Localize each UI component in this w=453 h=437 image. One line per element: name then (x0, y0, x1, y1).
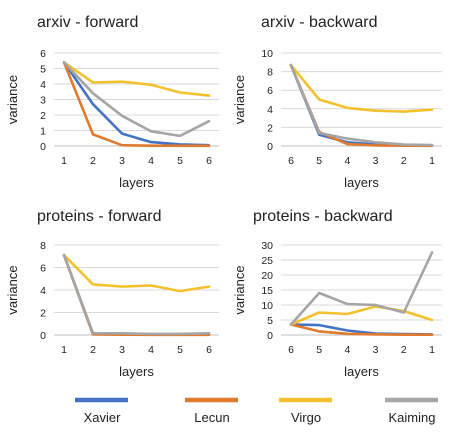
y-tick-label: 6 (267, 85, 273, 97)
x-tick-label: 5 (177, 155, 183, 167)
y-tick-label: 30 (261, 240, 273, 252)
x-tick-label: 2 (401, 344, 407, 356)
panel-proteins-backward: 0 5 10 15 20 25 30 6 5 4 3 2 1 layers variance (232, 240, 442, 379)
series-line-xavier-arxiv-backward (289, 63, 434, 147)
y-tick-label: 0 (40, 141, 46, 153)
y-axis-label: variance (232, 265, 247, 314)
series-line-xavier-proteins-forward (62, 253, 211, 336)
x-tick-label: 1 (61, 155, 67, 167)
x-tick-label: 2 (90, 155, 96, 167)
series-line-kaiming-proteins-forward (62, 253, 211, 336)
y-axis-label: variance (232, 75, 247, 124)
x-tick-label: 4 (344, 344, 350, 356)
y-tick-label: 2 (40, 308, 46, 320)
x-tick-label: 5 (316, 344, 322, 356)
x-tick-label: 1 (429, 344, 435, 356)
y-tick-label: 4 (267, 104, 273, 116)
y-tick-label: 8 (40, 240, 46, 252)
x-axis-label: layers (344, 364, 379, 379)
y-tick-label: 2 (40, 110, 46, 122)
legend-label-virgo: Virgo (291, 410, 321, 425)
x-tick-label: 4 (148, 155, 154, 167)
x-tick-label: 5 (316, 155, 322, 167)
chart-title-proteins-backward: proteins - backward (253, 208, 393, 225)
panel-proteins-forward: 0 2 4 6 8 1 2 3 4 5 6 layers variance (5, 240, 219, 379)
y-tick-label: 10 (261, 300, 273, 312)
series-line-lecun-proteins-backward (289, 323, 434, 337)
series-line-virgo-proteins-forward (62, 253, 211, 293)
y-tick-label: 6 (40, 263, 46, 275)
y-tick-label: 4 (40, 285, 46, 297)
x-tick-label: 3 (373, 155, 379, 167)
y-tick-label: 3 (40, 95, 46, 107)
legend-label-lecun: Lecun (194, 410, 229, 425)
series-line-virgo-proteins-backward (289, 305, 434, 326)
y-tick-label: 15 (261, 285, 273, 297)
y-axis-label: variance (5, 265, 20, 314)
x-tick-label: 2 (90, 344, 96, 356)
x-tick-label: 1 (429, 155, 435, 167)
y-tick-label: 4 (40, 79, 46, 91)
x-tick-label: 5 (177, 344, 183, 356)
series-line-virgo-arxiv-forward (62, 60, 211, 97)
x-tick-label: 4 (344, 155, 350, 167)
x-tick-label: 6 (206, 155, 212, 167)
y-tick-label: 1 (40, 126, 46, 138)
series-line-virgo-arxiv-backward (289, 63, 434, 113)
series-line-kaiming-proteins-backward (289, 251, 434, 326)
series-line-kaiming-arxiv-forward (62, 60, 211, 138)
legend: Xavier Lecun Virgo Kaiming (75, 397, 438, 425)
y-tick-label: 0 (267, 141, 273, 153)
y-tick-label: 10 (261, 48, 273, 60)
x-tick-label: 6 (288, 155, 294, 167)
x-tick-label: 1 (61, 344, 67, 356)
y-tick-label: 5 (267, 315, 273, 327)
x-tick-label: 3 (373, 344, 379, 356)
legend-label-xavier: Xavier (84, 410, 122, 425)
y-tick-label: 25 (261, 255, 273, 267)
panel-arxiv-backward: 0 2 4 6 8 10 6 5 4 3 2 1 layers variance (232, 48, 442, 190)
y-axis-label: variance (5, 75, 20, 124)
x-axis-label: layers (119, 175, 154, 190)
y-tick-label: 20 (261, 270, 273, 282)
y-tick-label: 6 (40, 48, 46, 60)
y-tick-label: 5 (40, 64, 46, 76)
series-line-lecun-arxiv-backward (289, 63, 434, 148)
series-line-kaiming-arxiv-backward (289, 63, 434, 147)
x-tick-label: 3 (119, 344, 125, 356)
x-tick-label: 3 (119, 155, 125, 167)
series-line-lecun-arxiv-forward (62, 60, 211, 148)
x-tick-label: 6 (288, 344, 294, 356)
legend-label-kaiming: Kaiming (389, 410, 436, 425)
x-axis-label: layers (119, 364, 154, 379)
y-tick-label: 8 (267, 67, 273, 79)
y-tick-label: 0 (267, 330, 273, 342)
x-axis-label: layers (344, 175, 379, 190)
y-tick-label: 2 (267, 122, 273, 134)
x-tick-label: 6 (206, 344, 212, 356)
x-tick-label: 2 (401, 155, 407, 167)
y-tick-label: 0 (40, 330, 46, 342)
panel-arxiv-forward: 0 1 2 3 4 5 6 1 2 3 4 5 6 layers variance (5, 48, 219, 190)
x-tick-label: 4 (148, 344, 154, 356)
chart-title-proteins-forward: proteins - forward (37, 208, 162, 225)
chart-title-arxiv-forward: arxiv - forward (37, 14, 138, 31)
chart-title-arxiv-backward: arxiv - backward (261, 14, 377, 31)
